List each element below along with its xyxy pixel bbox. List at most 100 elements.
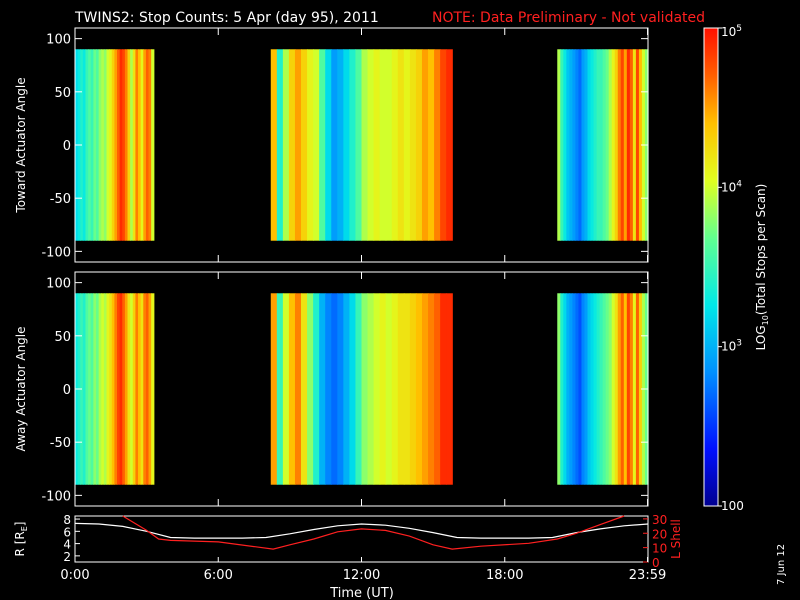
heatmap-column <box>569 293 573 485</box>
heatmap-column <box>138 49 142 241</box>
heatmap-column <box>143 49 147 241</box>
heatmap-column <box>122 49 126 241</box>
heatmap-column <box>572 293 577 485</box>
heatmap-column <box>307 293 314 485</box>
heatmap-column <box>361 293 369 485</box>
heatmap-column <box>434 49 441 241</box>
heatmap-column <box>623 49 628 241</box>
heatmap-column <box>617 49 622 241</box>
heatmap-column <box>611 293 616 485</box>
r-axis-label: R [RE] <box>13 522 29 557</box>
heatmap-column <box>127 293 131 485</box>
heatmap-column <box>325 293 332 485</box>
r-tick-label: 4 <box>63 538 71 552</box>
heatmap-column <box>379 49 387 241</box>
l-shell-tick-label: 10 <box>652 542 667 556</box>
heatmap-column <box>566 293 570 485</box>
heatmap-column <box>106 293 110 485</box>
heatmap-column <box>605 49 610 241</box>
heatmap-column <box>143 293 147 485</box>
heatmap-column <box>620 293 625 485</box>
x-tick-label: 0:00 <box>60 568 89 583</box>
heatmap-column <box>428 293 435 485</box>
heatmap-column <box>106 49 110 241</box>
heatmap-column <box>557 49 561 241</box>
heatmap-column <box>626 49 631 241</box>
heatmap-column <box>148 293 152 485</box>
heatmap-column <box>581 293 586 485</box>
heatmap-column <box>114 49 118 241</box>
l-shell-axis-label: L Shell <box>669 519 683 559</box>
heatmap-column <box>276 293 284 485</box>
heatmap-column <box>608 49 613 241</box>
time-axis-label: Time (UT) <box>329 586 394 600</box>
heatmap-column <box>90 49 94 241</box>
heatmap-column <box>584 293 589 485</box>
heatmap-column <box>391 49 399 241</box>
heatmap-column <box>575 49 580 241</box>
heatmap-column <box>563 49 567 241</box>
heatmap-column <box>132 49 137 241</box>
heatmap-column <box>151 49 155 241</box>
toward-x-tick-marks <box>74 28 649 262</box>
heatmap-column <box>127 49 131 241</box>
heatmap-column <box>572 49 577 241</box>
heatmap-column <box>103 49 108 241</box>
heatmap-column <box>638 293 643 485</box>
date-stamp: 7 Jun 12 <box>776 544 787 585</box>
y-tick-label: 100 <box>46 277 71 292</box>
heatmap-column <box>270 49 278 241</box>
heatmap-column <box>635 293 640 485</box>
heatmap-column <box>373 293 381 485</box>
heatmap-column <box>135 49 139 241</box>
heatmap-column <box>124 293 129 485</box>
heatmap-column <box>397 293 405 485</box>
heatmap-column <box>605 293 610 485</box>
heatmap-column <box>614 49 619 241</box>
heatmap-column <box>349 49 357 241</box>
heatmap-column <box>581 49 586 241</box>
colorbar: 105 104 103 100 LOG10(Total Stops per Scan) <box>703 24 770 513</box>
orbit-series-lines <box>74 515 649 550</box>
toward-y-axis-label: Toward Actuator Angle <box>14 77 28 213</box>
heatmap-column <box>409 49 417 241</box>
heatmap-column <box>563 293 567 485</box>
heatmap-column <box>428 49 435 241</box>
heatmap-column <box>85 293 89 485</box>
r-tick-label: 6 <box>63 525 71 539</box>
heatmap-column <box>602 49 607 241</box>
heatmap-column <box>85 49 89 241</box>
heatmap-column <box>409 293 417 485</box>
heatmap-column <box>611 49 616 241</box>
heatmap-column <box>446 293 453 485</box>
heatmap-column <box>632 49 637 241</box>
away-y-ticks: 100 50 0 -50 -100 <box>41 277 648 504</box>
heatmap-column <box>578 49 583 241</box>
heatmap-column <box>617 293 622 485</box>
heatmap-column <box>313 293 320 485</box>
heatmap-column <box>98 293 102 485</box>
away-x-tick-marks <box>74 272 649 506</box>
heatmap-column <box>590 49 595 241</box>
y-tick-label: -50 <box>50 192 71 207</box>
heatmap-column <box>331 293 338 485</box>
heatmap-column <box>93 293 97 485</box>
x-tick-label: 18:00 <box>486 568 523 583</box>
heatmap-column <box>282 49 290 241</box>
heatmap-column <box>313 49 320 241</box>
heatmap-column <box>82 49 87 241</box>
heatmap-column <box>138 293 142 485</box>
x-tick-label: 23:59 <box>629 568 666 583</box>
y-tick-label: 50 <box>54 330 71 345</box>
heatmap-column <box>587 49 592 241</box>
heatmap-column <box>602 293 607 485</box>
heatmap-column <box>623 293 628 485</box>
heatmap-column <box>560 49 564 241</box>
heatmap-column <box>294 49 302 241</box>
heatmap-column <box>629 49 634 241</box>
y-tick-label: 50 <box>54 86 71 101</box>
colorbar-gradient <box>703 27 719 507</box>
heatmap-column <box>446 49 453 241</box>
heatmap-column <box>367 293 375 485</box>
heatmap-column <box>288 293 296 485</box>
